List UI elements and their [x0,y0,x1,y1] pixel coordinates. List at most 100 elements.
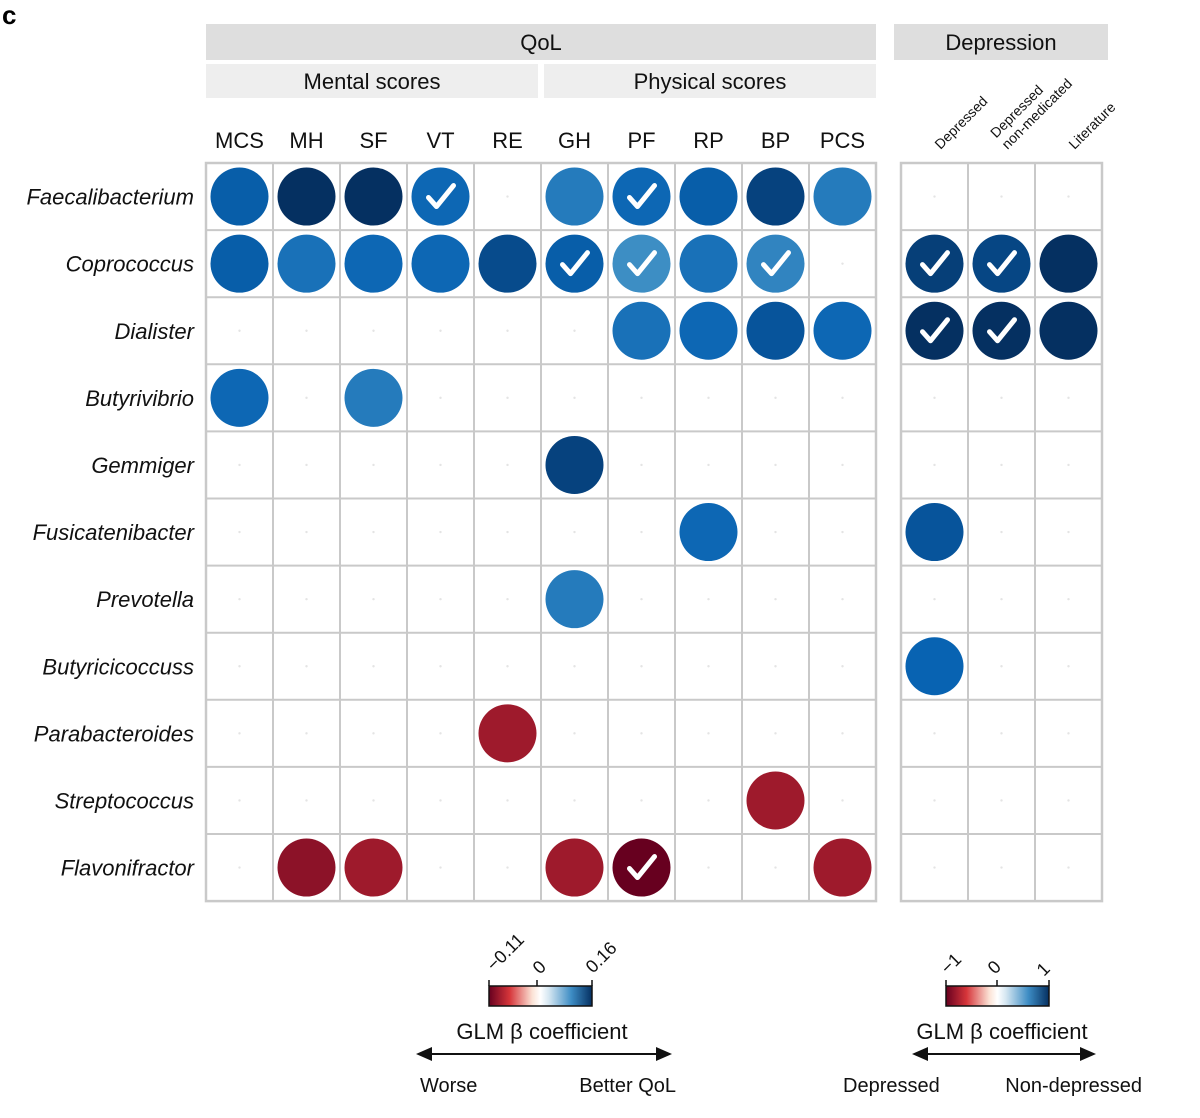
qol-empty-cell [573,732,576,735]
qol-empty-cell [707,732,710,735]
physical-scores-bar [544,64,876,98]
qol-empty-cell [439,866,442,869]
qol-empty-cell [439,463,442,467]
checkmark-icon [761,250,791,277]
qol-cell-prevotella-gh [545,570,604,629]
qol-cell-dialister-bp [746,301,805,360]
depression-colorbar-title: GLM β coefficient [916,1019,1087,1044]
qol-empty-cell [640,463,643,467]
qol-empty-cell [640,597,643,601]
qol-empty-cell [238,329,241,332]
qol-empty-cell [707,665,710,668]
qol-colorbar: −0.11 0 0.16 GLM β coefficient Worse Bet… [416,929,676,1097]
qol-empty-cell [439,665,442,668]
row-label-faecalibacterium: Faecalibacterium [26,185,194,210]
depression-empty-cell [933,799,936,802]
qol-arrow-right-label: Better QoL [579,1075,676,1097]
row-label-prevotella: Prevotella [96,587,194,612]
depression-column-label-depressed: Depressed [931,93,990,152]
qol-empty-cell [707,597,710,601]
depression-empty-cell [933,866,936,869]
qol-empty-cell [372,530,375,534]
qol-empty-cell [707,396,710,400]
qol-arrow-left-label: Worse [420,1075,477,1097]
column-label-re: RE [492,128,523,153]
column-label-pf: PF [627,128,655,153]
depression-empty-cell [1067,799,1070,802]
checkmark-icon [560,250,590,277]
depression-empty-cell [1000,530,1003,534]
depression-empty-cell [1000,732,1003,735]
qol-empty-cell [439,799,442,802]
row-label-gemmiger: Gemmiger [91,453,195,478]
qol-empty-cell [640,799,643,802]
depression-arrow-right-head [1080,1047,1096,1061]
depression-column-label-literature: Literature [1065,99,1118,152]
qol-empty-cell [707,463,710,467]
qol-empty-cell [774,597,777,601]
mental-scores-bar [206,64,538,98]
qol-cell-flavonifractor-gh [545,838,604,897]
qol-cell-faecalibacterium-mcs [210,167,269,226]
column-label-vt: VT [426,128,454,153]
qol-empty-cell [506,396,509,400]
qol-empty-cell [238,463,241,467]
checkmark-icon [627,250,657,277]
qol-cell-streptococcus-bp [746,771,805,830]
depression-empty-cell [1000,866,1003,869]
qol-cell-flavonifractor-pcs [813,838,872,897]
qol-cell-faecalibacterium-pf [612,167,671,226]
checkmark-icon [426,183,456,210]
qol-empty-cell [305,597,308,601]
depression-colorbar-tick-label-zero: 0 [984,957,1005,978]
qol-cell-coprococcus-mh [277,234,336,293]
qol-colorbar-gradient [488,985,593,1007]
qol-colorbar-tick-label-max: 0.16 [582,938,621,977]
depression-cell-butyricicoccuss-depressed [905,637,964,696]
mental-scores-label: Mental scores [304,69,441,94]
depression-column-label-line: Literature [1065,99,1118,152]
qol-empty-cell [506,597,509,601]
physical-scores-label: Physical scores [634,69,787,94]
qol-empty-cell [841,530,844,534]
qol-empty-cell [841,597,844,601]
depression-arrow-left-label: Depressed [843,1075,940,1097]
qol-empty-cell [305,799,308,802]
row-label-flavonifractor: Flavonifractor [61,856,196,881]
qol-cell-coprococcus-pf [612,234,671,293]
qol-cell-faecalibacterium-bp [746,167,805,226]
qol-empty-cell [573,530,576,534]
depression-cell-dialister-literature [1039,301,1098,360]
qol-cell-coprococcus-sf [344,234,403,293]
depression-empty-cell [1000,597,1003,601]
qol-cell-coprococcus-rp [679,234,738,293]
depression-colorbar: −1 0 1 GLM β coefficient Depressed Non-d… [843,949,1142,1097]
row-label-butyrivibrio: Butyrivibrio [85,386,194,411]
qol-empty-cell [841,799,844,802]
qol-empty-cell [238,665,241,668]
qol-cell-coprococcus-vt [411,234,470,293]
depression-header: Depression [945,30,1056,55]
qol-empty-cell [573,396,576,400]
qol-empty-cell [573,665,576,668]
row-label-parabacteroides: Parabacteroides [34,721,194,746]
depression-column-label-line: Depressed [931,93,990,152]
depression-cell-dialister-depressed-non-medicated [972,301,1031,360]
qol-empty-cell [506,665,509,668]
depression-cell-fusicatenibacter-depressed [905,503,964,562]
depression-colorbar-tick-label-max: 1 [1033,959,1054,980]
qol-empty-cell [506,866,509,869]
qol-cell-coprococcus-mcs [210,234,269,293]
qol-header-bar [206,24,876,60]
row-label-coprococcus: Coprococcus [66,252,194,277]
qol-empty-cell [372,732,375,735]
qol-empty-cell [305,530,308,534]
depression-cell-coprococcus-depressed [905,234,964,293]
checkmark-icon [920,317,950,344]
row-label-streptococcus: Streptococcus [55,788,194,813]
qol-empty-cell [774,396,777,400]
depression-empty-cell [1000,799,1003,802]
qol-empty-cell [305,732,308,735]
column-label-bp: BP [761,128,790,153]
qol-cell-faecalibacterium-rp [679,167,738,226]
